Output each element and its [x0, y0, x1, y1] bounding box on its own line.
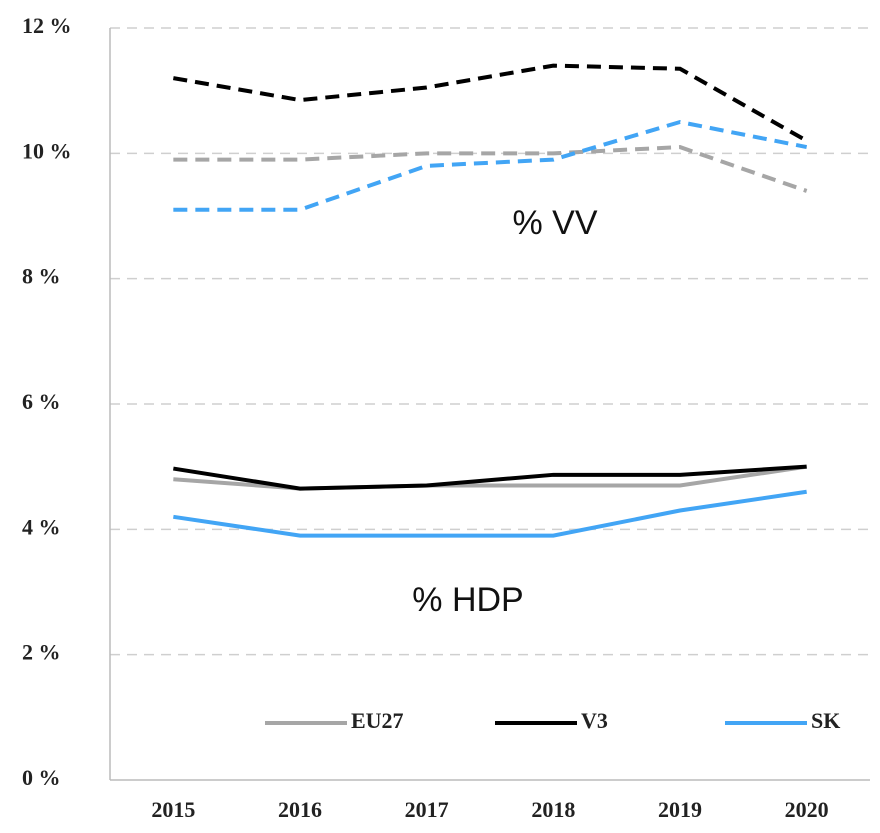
y-tick-label: 10 % [22, 138, 72, 163]
y-tick-label: 8 % [22, 264, 61, 289]
y-tick-label: 12 % [22, 13, 72, 38]
x-tick-label: 2019 [658, 797, 702, 822]
line [173, 464, 807, 491]
legend-label: V3 [581, 708, 608, 733]
x-tick-label: 2020 [785, 797, 829, 822]
legend-label: EU27 [351, 708, 404, 733]
y-tick-label: 6 % [22, 389, 61, 414]
legend-label: SK [811, 708, 840, 733]
y-tick-label: 4 % [22, 514, 61, 539]
line [173, 489, 807, 538]
y-tick-label: 2 % [22, 640, 61, 665]
x-tick-label: 2015 [151, 797, 195, 822]
line [173, 145, 808, 193]
x-tick-label: 2018 [531, 797, 575, 822]
line [173, 119, 808, 212]
y-tick-label: 0 % [22, 765, 61, 790]
annotation: % HDP [412, 581, 523, 619]
x-tick-label: 2016 [278, 797, 322, 822]
line [172, 63, 808, 143]
x-tick-label: 2017 [405, 797, 449, 822]
annotation: % VV [512, 204, 597, 242]
